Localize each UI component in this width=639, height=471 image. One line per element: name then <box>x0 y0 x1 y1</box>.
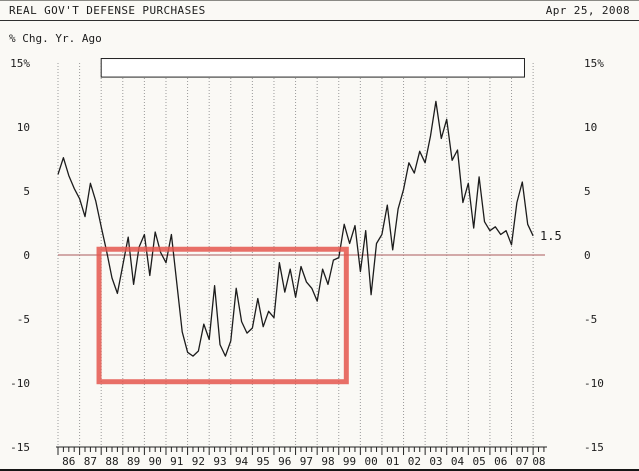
y-tick-label-left: 0 <box>23 249 30 262</box>
x-year-label: 90 <box>149 455 162 468</box>
data-line <box>57 100 534 357</box>
y-tick-label-left: 5 <box>23 185 30 198</box>
y-tick-label-right: -15 <box>584 441 604 454</box>
x-year-label: 03 <box>429 455 442 468</box>
x-year-label: 95 <box>257 455 270 468</box>
bottom-border-line <box>0 469 639 471</box>
x-year-label: 86 <box>62 455 75 468</box>
y-tick-label-left: 15% <box>10 57 30 70</box>
y-tick-label-left: 10 <box>17 121 30 134</box>
x-year-label: 96 <box>278 455 291 468</box>
x-year-label: 02 <box>408 455 421 468</box>
x-year-label: 07 <box>516 455 529 468</box>
highlight-rectangle <box>96 246 349 385</box>
x-year-label: 04 <box>451 455 465 468</box>
x-year-label: 87 <box>84 455 97 468</box>
x-year-label: 97 <box>300 455 313 468</box>
y-tick-label-right: -10 <box>584 377 604 390</box>
y-tick-label-left: -10 <box>10 377 30 390</box>
y-tick-label-left: -15 <box>10 441 30 454</box>
y-tick-label-right: 5 <box>584 185 591 198</box>
chart-header: REAL GOV'T DEFENSE PURCHASES Apr 25, 200… <box>0 1 639 21</box>
chart-title: REAL GOV'T DEFENSE PURCHASES <box>9 4 206 17</box>
y-tick-label-right: 15% <box>584 57 604 70</box>
x-year-label: 91 <box>170 455 183 468</box>
y-axis-unit-label: % Chg. Yr. Ago <box>9 32 102 45</box>
x-year-label: 88 <box>105 455 118 468</box>
x-year-label: 06 <box>494 455 507 468</box>
x-year-label: 94 <box>235 455 249 468</box>
last-value-label: 1.5 <box>540 229 562 243</box>
x-year-label: 93 <box>213 455 226 468</box>
x-year-label: 00 <box>365 455 378 468</box>
x-year-label: 08 <box>532 455 545 468</box>
y-tick-label-right: 10 <box>584 121 597 134</box>
x-year-label: 89 <box>127 455 140 468</box>
x-year-label: 01 <box>386 455 399 468</box>
y-tick-label-right: 0 <box>584 249 591 262</box>
x-year-label: 99 <box>343 455 356 468</box>
x-year-label: 05 <box>473 455 486 468</box>
top-white-bar <box>100 58 525 78</box>
chart-date: Apr 25, 2008 <box>545 4 630 17</box>
y-tick-label-left: -5 <box>17 313 30 326</box>
y-tick-label-right: -5 <box>584 313 597 326</box>
x-year-label: 92 <box>192 455 205 468</box>
x-year-label: 98 <box>321 455 334 468</box>
